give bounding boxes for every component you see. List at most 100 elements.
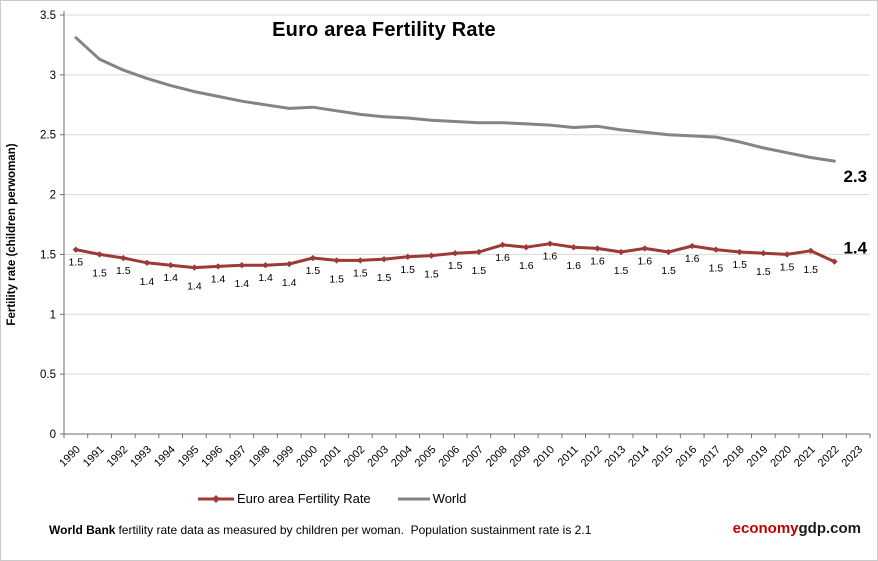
diamond-marker-icon	[262, 262, 269, 269]
diamond-marker-icon	[475, 248, 483, 256]
diamond-marker-icon	[286, 260, 293, 268]
x-axis-year-label: 1996	[199, 444, 225, 470]
x-axis-year-label: 2015	[650, 444, 676, 470]
legend-item-world[interactable]: World	[397, 491, 467, 506]
data-point-label: 1.4	[140, 276, 155, 288]
world-line-swatch-icon	[397, 497, 430, 500]
x-axis-year-label: 2001	[318, 444, 344, 470]
data-point-label: 1.5	[780, 261, 795, 273]
data-point-label: 1.5	[353, 267, 368, 279]
data-point-label: 1.6	[637, 255, 652, 267]
diamond-marker-icon	[357, 257, 364, 264]
diamond-marker-icon	[499, 241, 506, 249]
euro-area-point-labels: 1.5 1.5 1.5 1.4 1.4 1.4 1.4 1.4 1.4 1.4 1.5 1.5 1.5 1…	[69, 251, 819, 293]
x-axis-year-label: 2023	[839, 444, 865, 470]
x-axis-year-label: 2005	[413, 444, 439, 470]
source-description: fertility rate data as measured by child…	[118, 523, 592, 537]
x-axis-year-label: 2004	[389, 444, 415, 470]
source-note: World Bank fertility rate data as measure…	[49, 523, 591, 537]
diamond-marker-icon	[641, 245, 648, 252]
x-axis-year-label: 2021	[792, 444, 818, 470]
y-tick-label: 2	[50, 190, 56, 202]
x-axis-year-label: 2000	[294, 444, 320, 470]
diamond-marker-icon	[238, 262, 245, 269]
x-axis-year-label: 2006	[436, 444, 462, 470]
y-tick-label: 3	[50, 70, 56, 82]
brand-logo[interactable]: economygdp.com	[733, 520, 861, 537]
diamond-marker-icon	[309, 254, 317, 262]
x-axis-year-label: 1993	[128, 444, 154, 470]
diamond-marker-icon	[191, 264, 198, 271]
x-axis-year-label: 2016	[674, 444, 700, 470]
y-axis-ticks: 0 0.5 1 1.5 2 2.5 3 3.5	[40, 10, 64, 441]
x-axis-year-label: 1998	[247, 444, 273, 470]
x-axis-year-label: 2008	[484, 444, 510, 470]
world-end-value-label: 2.3	[843, 167, 867, 186]
data-point-label: 1.5	[448, 260, 463, 272]
x-axis-year-label: 2019	[745, 444, 771, 470]
diamond-marker-icon	[404, 253, 411, 261]
brand-economy: economy	[732, 520, 799, 537]
diamond-marker-icon	[96, 251, 103, 258]
legend-label-world: World	[432, 491, 467, 506]
diamond-marker-icon	[736, 248, 743, 256]
data-point-label: 1.6	[590, 255, 605, 267]
data-point-label: 1.5	[92, 267, 107, 279]
diamond-marker-icon	[380, 256, 388, 263]
data-point-label: 1.5	[472, 265, 487, 277]
data-point-label: 1.5	[377, 272, 392, 284]
diamond-marker-icon	[831, 258, 838, 265]
brand-gdp-com: gdp.com	[798, 520, 862, 537]
x-axis-year-label: 2002	[342, 444, 368, 470]
diamond-marker-icon	[546, 240, 554, 247]
x-axis-year-label: 1992	[105, 444, 131, 470]
data-point-label: 1.5	[116, 265, 131, 277]
x-axis-ticks: 1990199119921993199419951996199719981999…	[57, 434, 871, 470]
y-tick-label: 1	[50, 309, 56, 321]
data-point-label: 1.6	[495, 252, 510, 264]
diamond-marker-icon	[594, 245, 601, 252]
data-point-label: 1.5	[614, 265, 629, 277]
x-axis-year-label: 2018	[721, 444, 747, 470]
diamond-marker-icon	[570, 244, 577, 251]
x-axis-year-label: 2011	[556, 444, 581, 469]
y-tick-label: 3.5	[40, 10, 56, 22]
x-axis-year-label: 2022	[816, 444, 842, 470]
diamond-marker-icon	[807, 247, 814, 255]
diamond-marker-icon	[143, 259, 151, 267]
x-axis-year-label: 2007	[460, 444, 486, 470]
x-axis-year-label: 2010	[531, 444, 557, 470]
chart-title: Euro area Fertility Rate	[272, 19, 496, 41]
data-point-label: 1.5	[803, 264, 818, 276]
source-name: World Bank	[49, 523, 116, 537]
y-tick-label: 0.5	[40, 369, 56, 381]
x-axis-year-label: 1997	[223, 444, 249, 470]
diamond-marker-icon	[214, 263, 222, 270]
diamond-marker-icon	[451, 250, 459, 257]
diamond-marker-icon	[120, 254, 127, 262]
x-axis-year-label: 1995	[176, 444, 202, 470]
world-series-line[interactable]	[74, 36, 836, 163]
legend-label-euro-area: Euro area Fertility Rate	[237, 491, 371, 506]
data-point-label: 1.5	[69, 257, 84, 269]
x-axis-year-label: 2012	[579, 444, 605, 470]
diamond-marker-icon	[665, 248, 672, 256]
data-point-label: 1.6	[519, 260, 534, 272]
x-axis-year-label: 2003	[365, 444, 391, 470]
diamond-marker-icon	[72, 246, 80, 253]
diamond-marker-icon	[689, 242, 696, 250]
gridlines	[64, 14, 870, 375]
data-point-label: 1.6	[566, 260, 581, 272]
y-tick-label: 0	[50, 429, 56, 441]
data-point-label: 1.5	[400, 264, 415, 276]
x-axis-year-label: 2014	[626, 444, 652, 470]
legend-item-euro-area[interactable]: Euro area Fertility Rate	[197, 491, 371, 506]
y-tick-label: 2.5	[40, 130, 56, 142]
y-axis-title: Fertility rate (children perwoman)	[6, 143, 18, 325]
diamond-marker-icon	[712, 246, 720, 253]
x-axis-year-label: 1990	[57, 444, 83, 470]
fertility-chart: 0 0.5 1 1.5 2 2.5 3 3.5 199019911992199319941995…	[6, 10, 871, 470]
data-point-label: 1.4	[258, 272, 273, 284]
data-point-label: 1.5	[661, 265, 676, 277]
